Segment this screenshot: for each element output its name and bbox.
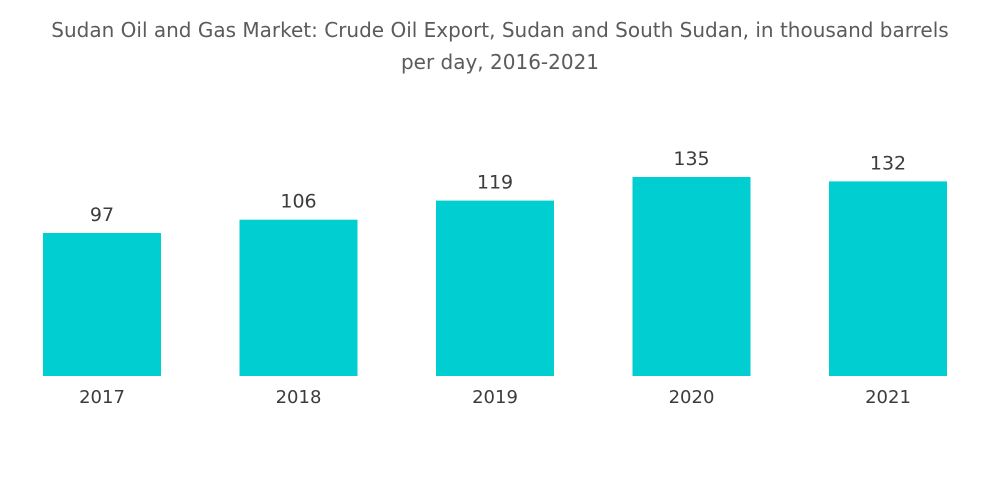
value-label-2018: 106 xyxy=(280,191,316,213)
bars-layer xyxy=(43,177,947,376)
x-axis-tick-labels: 2017 2018 2019 2020 2021 xyxy=(79,387,911,408)
value-labels-layer: 97 106 119 135 132 xyxy=(90,148,906,226)
value-label-2021: 132 xyxy=(870,152,906,174)
x-tick-label-2020: 2020 xyxy=(669,387,715,408)
value-label-2019: 119 xyxy=(477,172,513,194)
bar-2017 xyxy=(43,233,161,376)
x-tick-label-2019: 2019 xyxy=(472,387,518,408)
bar-2018 xyxy=(239,219,358,376)
x-tick-label-2018: 2018 xyxy=(276,387,322,408)
x-tick-label-2017: 2017 xyxy=(79,387,125,408)
x-tick-label-2021: 2021 xyxy=(865,387,911,408)
bar-2021 xyxy=(829,181,947,376)
bar-2020 xyxy=(632,177,751,376)
bar-2019 xyxy=(436,200,554,376)
chart-title: Sudan Oil and Gas Market: Crude Oil Expo… xyxy=(51,18,949,74)
value-label-2020: 135 xyxy=(673,148,709,170)
value-label-2017: 97 xyxy=(90,204,114,226)
